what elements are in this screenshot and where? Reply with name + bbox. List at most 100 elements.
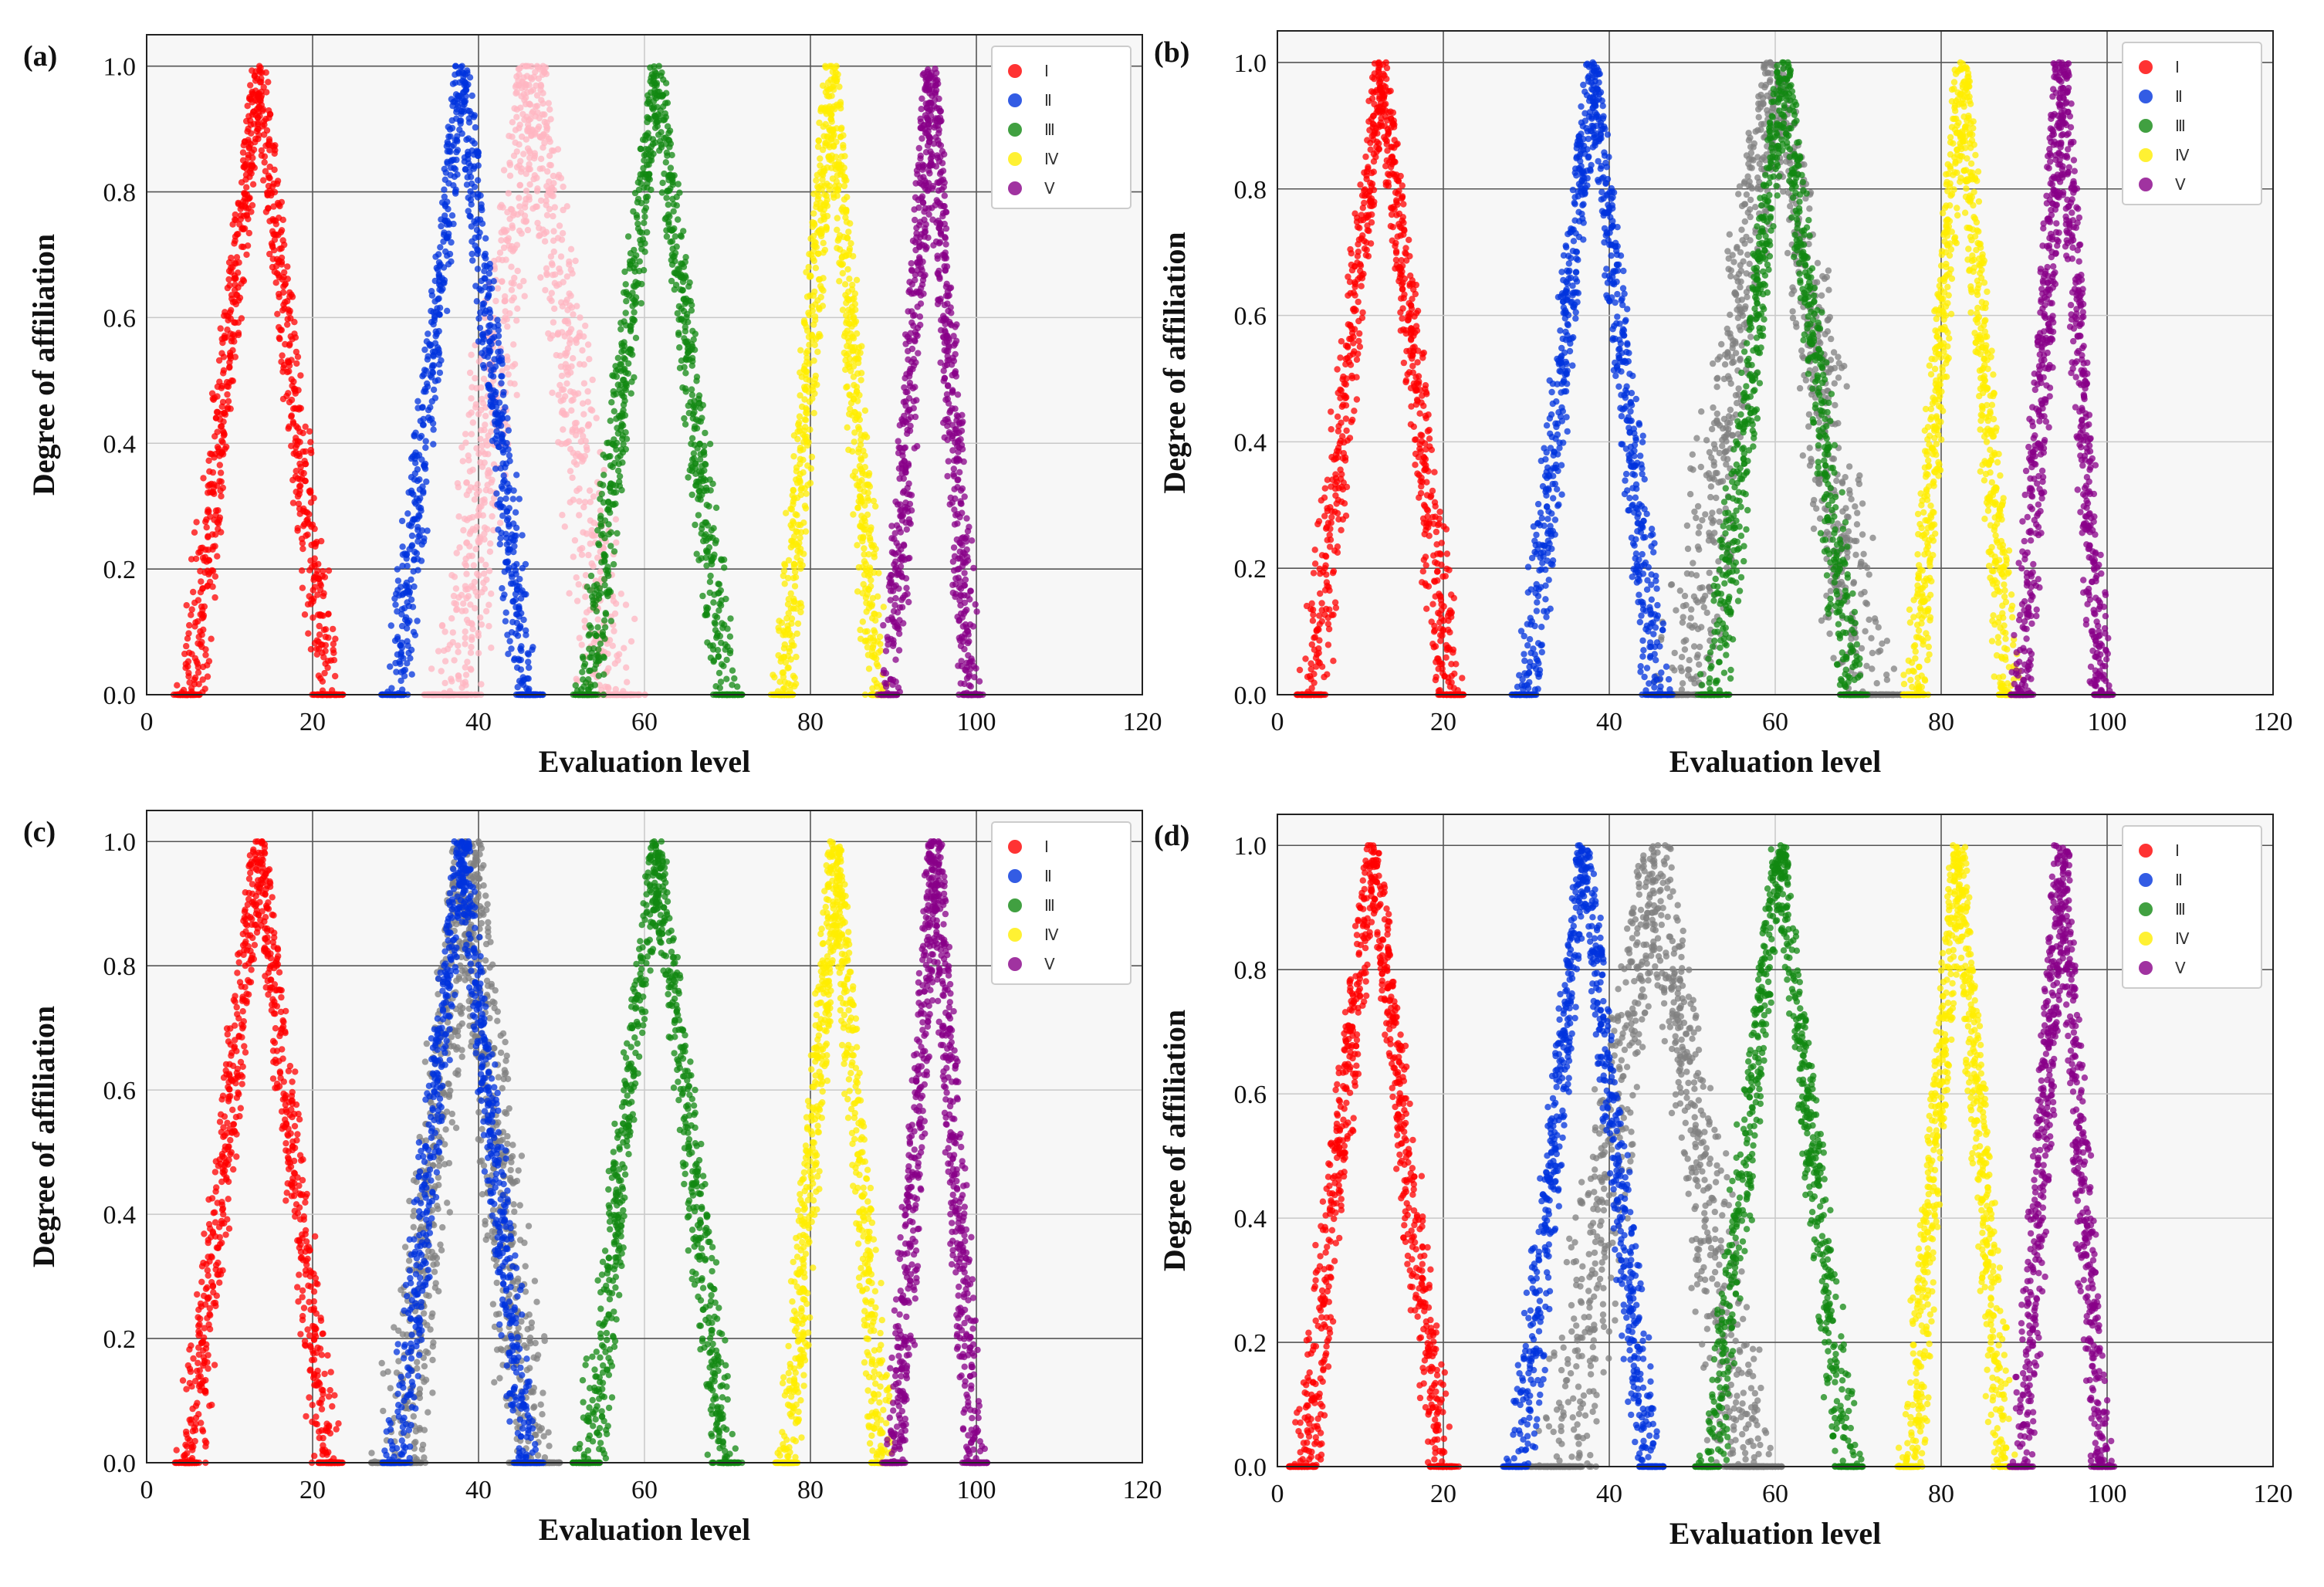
series-4-point <box>790 486 797 494</box>
evaluated-series-point <box>573 597 581 604</box>
series-1-point <box>213 408 221 415</box>
evaluated-series-point <box>465 452 472 459</box>
series-3-point <box>688 491 695 499</box>
evaluated-series-point <box>503 316 510 323</box>
evaluated-series-point <box>462 562 470 569</box>
series-3-point <box>721 564 728 571</box>
evaluated-series-point <box>459 458 466 465</box>
series-1-point <box>221 409 228 417</box>
series-3-point <box>706 441 714 448</box>
series-1-point <box>313 651 320 658</box>
series-4-point <box>859 470 866 477</box>
series-1-point <box>228 337 235 345</box>
series-2-point <box>444 307 451 314</box>
series-1-point <box>273 270 281 277</box>
series-2-point <box>476 324 484 332</box>
series-2-point <box>423 478 430 486</box>
series-1-point <box>188 611 195 618</box>
series-3-point <box>661 134 668 142</box>
series-4-point <box>840 144 847 151</box>
series-1-point <box>292 438 299 445</box>
evaluated-series-point <box>568 407 575 414</box>
series-4-point <box>846 276 853 283</box>
series-2-point <box>481 352 488 360</box>
series-3-point <box>673 202 680 209</box>
evaluated-series-point <box>578 641 585 648</box>
series-3-point <box>689 415 696 422</box>
evaluated-series-point <box>576 634 583 641</box>
series-2-point <box>445 140 452 147</box>
series-2-point <box>422 438 429 445</box>
series-3-point <box>723 656 730 664</box>
series-5-point <box>955 574 962 581</box>
series-1-point <box>266 250 273 258</box>
series-1-point <box>281 269 288 276</box>
series-4-point <box>865 530 872 537</box>
series-2-point <box>420 371 428 378</box>
series-3-point <box>604 570 611 577</box>
series-3-point <box>675 303 683 310</box>
series-2-point <box>411 476 418 483</box>
evaluated-series-point <box>622 601 630 608</box>
series-5-point <box>903 526 911 533</box>
series-1-point <box>238 243 245 250</box>
evaluated-series-point <box>512 139 519 146</box>
evaluated-series-point <box>536 232 543 239</box>
series-1-point <box>209 469 217 476</box>
evaluated-series-point <box>597 568 604 575</box>
series-3-point <box>713 614 721 621</box>
series-2-point <box>499 447 506 454</box>
series-3-point <box>685 402 692 409</box>
evaluated-series-point <box>463 570 470 577</box>
series-4-point <box>851 320 858 327</box>
series-4-point <box>841 196 848 203</box>
series-1-point <box>214 519 221 526</box>
evaluated-series-point <box>609 642 616 649</box>
evaluated-series-point <box>452 585 460 592</box>
evaluated-series-point <box>513 317 520 324</box>
evaluated-series-point <box>628 638 635 645</box>
series-2-point <box>411 433 418 440</box>
series-3-point <box>659 179 666 187</box>
evaluated-series-point <box>516 124 523 132</box>
series-1-point <box>218 450 225 457</box>
series-2-point <box>498 380 505 387</box>
evaluated-series-point <box>482 561 489 568</box>
series-2-point <box>456 126 463 134</box>
series-3-point <box>714 647 722 654</box>
series-4-point <box>826 186 833 193</box>
evaluated-series-point <box>547 116 554 123</box>
evaluated-series-point <box>522 94 529 101</box>
evaluated-series-point <box>502 308 509 315</box>
series-3-point <box>673 243 680 250</box>
evaluated-series-point <box>500 244 508 252</box>
series-1-point <box>205 508 212 515</box>
evaluated-series-point <box>533 92 541 99</box>
evaluated-series-point <box>471 496 479 503</box>
series-2-point <box>485 338 493 345</box>
series-4-point <box>800 550 807 557</box>
series-2-point <box>517 595 525 602</box>
evaluated-series-point <box>506 215 513 222</box>
series-2-point <box>496 540 503 548</box>
series-1-point <box>198 614 206 622</box>
series-3-point <box>634 214 641 221</box>
series-4-point <box>807 426 814 433</box>
evaluated-series-point <box>468 583 475 590</box>
series-2-point <box>404 510 411 517</box>
evaluated-series-point <box>462 672 470 678</box>
evaluated-series-point <box>612 516 620 523</box>
evaluated-series-point <box>482 438 490 445</box>
evaluated-series-point <box>482 486 489 494</box>
evaluated-series-point <box>458 444 465 451</box>
series-3-point <box>638 200 645 207</box>
evaluated-series-point <box>516 203 523 210</box>
series-4-point <box>873 680 881 687</box>
series-1-point <box>260 177 267 184</box>
series-1-point <box>185 630 192 637</box>
series-4-point <box>800 384 808 391</box>
series-3-point <box>717 678 725 685</box>
series-1-point <box>233 254 241 261</box>
evaluated-series-point <box>529 110 536 117</box>
series-2-point <box>462 80 469 87</box>
